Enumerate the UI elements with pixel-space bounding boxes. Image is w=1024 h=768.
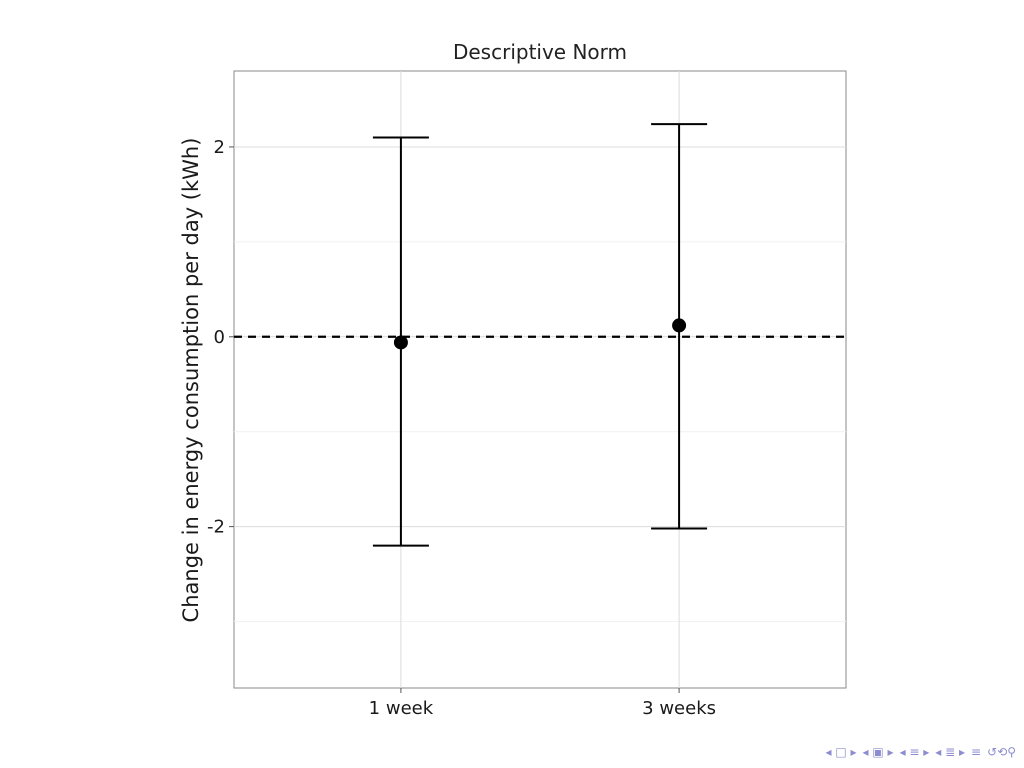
y-tick-label: 2	[214, 137, 225, 158]
tick-layer: 2 0 -2 1 week 3 weeks	[207, 137, 716, 719]
chart-title: Descriptive Norm	[453, 40, 627, 64]
y-axis-title: Change in energy consumption per day (kW…	[179, 138, 203, 623]
point-estimate	[393, 335, 408, 350]
first-frame-icon[interactable]: ◂ □ ▸	[825, 745, 857, 759]
y-tick-label: 0	[214, 327, 225, 348]
prev-subsection-icon[interactable]: ◂ ≡ ▸	[899, 745, 930, 759]
point-estimate	[672, 318, 687, 333]
search-icon[interactable]: ↺⟲⚲	[987, 745, 1016, 759]
y-tick-label: -2	[207, 517, 225, 538]
plot-panel	[233, 70, 847, 689]
beamer-navigation-bar: ◂ □ ▸ ◂ ▣ ▸ ◂ ≡ ▸ ◂ ≣ ▸ ≡ ↺⟲⚲	[826, 742, 1016, 762]
prev-frame-icon[interactable]: ◂ ▣ ▸	[862, 745, 894, 759]
align-icon[interactable]: ≡	[971, 745, 982, 759]
prev-section-icon[interactable]: ◂ ≣ ▸	[935, 745, 966, 759]
x-tick-label: 3 weeks	[642, 698, 716, 719]
x-tick-label: 1 week	[369, 698, 434, 719]
marks-layer	[372, 123, 708, 547]
